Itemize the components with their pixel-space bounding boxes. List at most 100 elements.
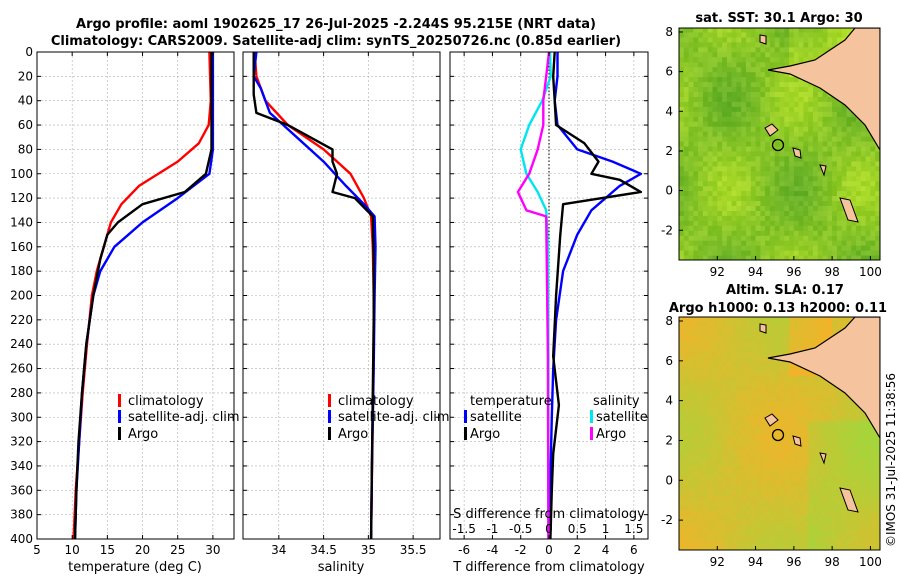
map-cell: [774, 415, 780, 422]
map-cell: [679, 505, 685, 511]
map-cell: [702, 240, 709, 246]
map-cell: [712, 131, 718, 137]
map-cell: [846, 190, 852, 197]
map-cell: [822, 220, 828, 226]
map-cell: [722, 350, 728, 357]
map-cell: [683, 230, 690, 236]
map-cell: [683, 525, 690, 531]
map-cell: [769, 32, 776, 38]
map-cell: [736, 345, 742, 352]
map-cell: [726, 185, 733, 192]
map-cell: [793, 250, 800, 256]
map-cell: [765, 335, 771, 342]
map-cell: [827, 317, 833, 322]
map-cell: [774, 545, 780, 550]
map-cell: [803, 255, 809, 260]
map-cell: [698, 155, 704, 162]
map-cell: [736, 520, 742, 526]
map-cell: [860, 190, 867, 197]
map-cell: [836, 525, 843, 531]
y-tick-label: 120: [10, 191, 33, 205]
map-cell: [760, 210, 766, 216]
map-cell: [712, 475, 718, 481]
map-cell: [789, 175, 795, 182]
map-cell: [722, 480, 728, 486]
map-cell: [698, 106, 704, 112]
map-cell: [827, 190, 833, 197]
map-cell: [856, 170, 862, 177]
map-cell: [698, 515, 704, 521]
map-cell: [875, 440, 880, 446]
map-cell: [746, 106, 752, 112]
map-cell: [798, 545, 804, 550]
map-cell: [779, 370, 785, 377]
map-cell: [702, 540, 709, 546]
map-cell: [789, 520, 795, 526]
map-cell: [774, 520, 780, 526]
map-cell: [693, 210, 699, 216]
map-cell: [784, 86, 790, 92]
map-cell: [679, 250, 685, 256]
map-cell: [702, 545, 709, 550]
map-cell: [813, 390, 819, 397]
map-cell: [722, 46, 728, 53]
map-cell: [717, 515, 723, 521]
map-cell: [683, 28, 690, 33]
map-cell: [712, 111, 718, 117]
map-cell: [736, 395, 742, 402]
map-cell: [817, 141, 824, 147]
map-cell: [722, 71, 728, 78]
map-cell: [817, 32, 824, 38]
map-cell: [808, 106, 814, 112]
map-cell: [832, 146, 838, 152]
map-cell: [717, 36, 723, 43]
map-cell: [817, 136, 824, 142]
map-cell: [746, 126, 752, 132]
map-cell: [784, 240, 790, 246]
map-cell: [746, 350, 752, 357]
map-cell: [693, 380, 699, 387]
map-cell: [832, 165, 838, 172]
temperature-xlabel: temperature (deg C): [68, 560, 202, 575]
map-cell: [765, 51, 771, 58]
map-cell: [693, 525, 699, 531]
map-cell: [779, 455, 785, 461]
map-cell: [832, 530, 838, 536]
map-cell: [679, 131, 685, 137]
map-cell: [765, 460, 771, 466]
map-cell: [870, 435, 876, 441]
map-cell: [851, 245, 857, 251]
map-cell: [813, 190, 819, 197]
map-cell: [789, 515, 795, 521]
map-cell: [827, 136, 833, 142]
map-cell: [731, 525, 737, 531]
map-cell: [765, 326, 771, 332]
map-cell: [784, 430, 790, 436]
map-cell: [803, 240, 809, 246]
map-cell: [712, 520, 718, 526]
map-cell: [741, 415, 747, 422]
map-cell: [702, 525, 709, 531]
map-cell: [693, 435, 699, 441]
map-cell: [841, 131, 847, 137]
map-cell: [803, 96, 809, 102]
map-cell: [726, 121, 733, 127]
map-cell: [769, 326, 776, 332]
map-cell: [841, 136, 847, 142]
map-cell: [712, 370, 718, 377]
map-cell: [856, 245, 862, 251]
map-cell: [760, 225, 766, 231]
series-line-t-argo: [549, 51, 643, 540]
map-cell: [755, 126, 761, 132]
map-cell: [731, 460, 737, 466]
map-cell: [789, 61, 795, 68]
map-cell: [698, 195, 704, 202]
map-cell: [741, 235, 747, 241]
map-cell: [789, 435, 795, 441]
map-cell: [798, 36, 804, 43]
map-cell: [726, 505, 733, 511]
map-cell: [707, 210, 713, 216]
map-cell: [836, 175, 843, 182]
map-cell: [731, 360, 737, 367]
map-cell: [822, 385, 828, 392]
